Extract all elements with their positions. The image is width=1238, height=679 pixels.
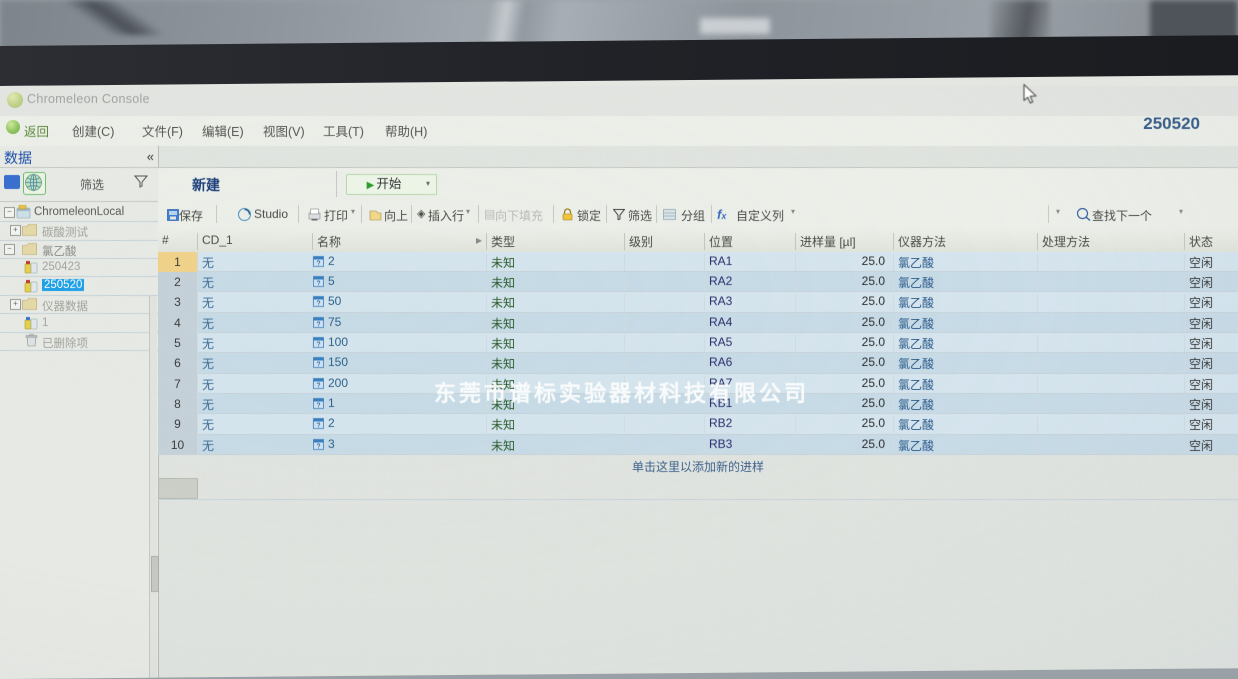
svg-text:?: ? — [317, 280, 321, 287]
svg-text:?: ? — [317, 382, 321, 389]
svg-text:?: ? — [317, 301, 321, 308]
svg-text:?: ? — [317, 260, 321, 267]
svg-text:?: ? — [317, 362, 321, 369]
svg-text:?: ? — [317, 443, 321, 450]
svg-text:?: ? — [317, 402, 321, 409]
svg-text:?: ? — [317, 423, 321, 430]
svg-text:?: ? — [317, 341, 321, 348]
svg-text:?: ? — [317, 321, 321, 328]
